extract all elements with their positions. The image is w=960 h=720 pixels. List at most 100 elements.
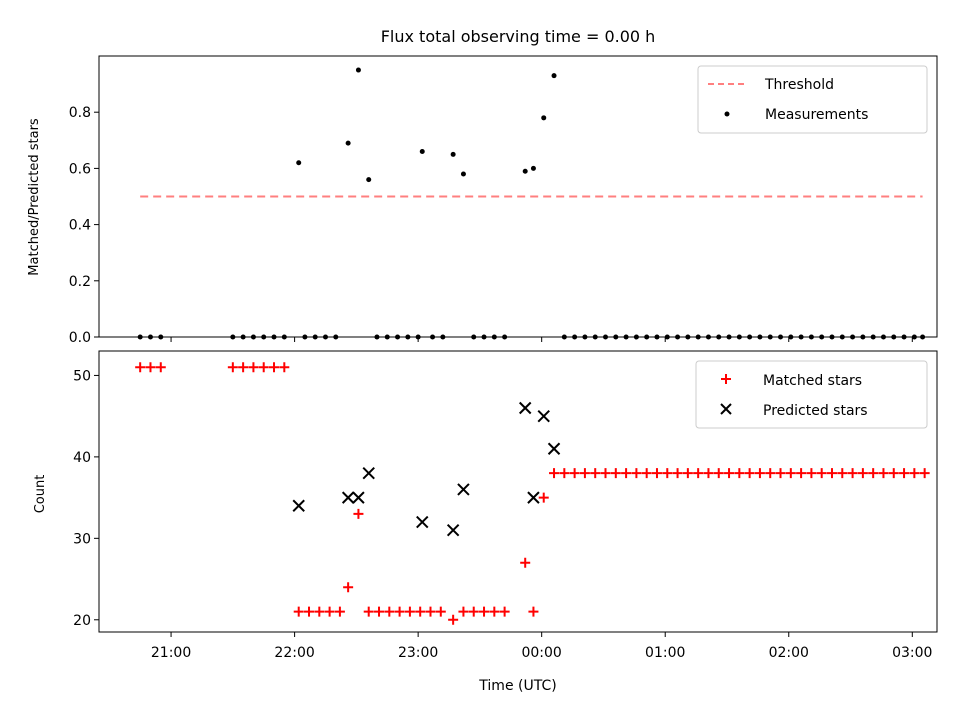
top-y-tick-label: 0.8 — [69, 105, 91, 121]
matched-stars-point — [600, 468, 611, 479]
matched-stars-point — [425, 606, 436, 617]
predicted-stars-point — [341, 491, 355, 504]
matched-stars-point — [806, 468, 817, 479]
matched-stars-point — [448, 614, 459, 625]
bottom-y-tick-label: 20 — [73, 613, 91, 629]
matched-stars-point — [155, 362, 166, 373]
measurement-point — [551, 73, 557, 79]
predicted-stars-point — [518, 401, 532, 415]
matched-stars-point — [538, 492, 549, 503]
matched-stars-point — [837, 468, 848, 479]
matched-stars-point — [888, 468, 899, 479]
matched-stars-point — [269, 362, 280, 373]
bottom-x-tick-label: 21:00 — [151, 645, 191, 661]
bottom-axes-layer: 20 30 40 50 21:00 22:00 23:00 00:00 01:00 02:00 03… — [73, 368, 932, 661]
matched-stars-point — [415, 606, 426, 617]
matched-stars-point — [713, 468, 724, 479]
bottom-plot-marks — [135, 362, 930, 625]
matched-stars-point — [724, 468, 735, 479]
measurement-point — [541, 115, 547, 121]
top-y-tick-label: 0.2 — [69, 274, 91, 290]
matched-stars-point — [621, 468, 632, 479]
matched-stars-point — [590, 468, 601, 479]
matched-stars-point — [919, 468, 930, 479]
matched-stars-point — [324, 606, 335, 617]
matched-stars-point — [816, 468, 827, 479]
matched-stars-point — [847, 468, 858, 479]
matched-stars-point — [374, 606, 385, 617]
matched-stars-point — [528, 606, 539, 617]
threshold-legend-label: Threshold — [764, 77, 834, 93]
top-legend: Threshold Measurements — [697, 65, 928, 134]
predicted-stars-point — [352, 491, 365, 504]
top-y-tick-label: 0.4 — [69, 218, 91, 234]
bottom-x-tick-label: 01:00 — [645, 645, 685, 661]
bottom-y-tick-label: 30 — [73, 531, 91, 547]
top-y-axis-label: Matched/Predicted stars — [27, 118, 42, 276]
matched-stars-point — [314, 606, 325, 617]
matched-stars-point — [909, 468, 920, 479]
matched-stars-point — [868, 468, 879, 479]
predicted-stars-point — [547, 442, 561, 455]
matched-stars-point — [394, 606, 405, 617]
bottom-x-tick-label: 22:00 — [274, 645, 314, 661]
matched-stars-point — [765, 468, 776, 479]
bottom-legend: Matched stars Predicted stars — [695, 360, 928, 429]
matched-stars-point — [304, 606, 315, 617]
matched-stars-point — [353, 508, 364, 519]
measurement-point — [366, 177, 372, 183]
matched-stars-point — [785, 468, 796, 479]
bottom-x-tick-label: 23:00 — [398, 645, 438, 661]
top-panel: Flux total observing time = 0.00 h Match… — [27, 27, 938, 346]
measurement-point — [450, 151, 456, 157]
top-y-tick-label: 0.0 — [69, 330, 91, 346]
bottom-x-tick-label: 00:00 — [521, 645, 561, 661]
matched-stars-point — [293, 606, 304, 617]
matched-stars-point — [334, 606, 345, 617]
matched-stars-point — [404, 606, 415, 617]
bottom-panel: Count Time (UTC) 20 30 40 50 21:00 22:00 23:00… — [33, 350, 938, 694]
matched-stars-point — [754, 468, 765, 479]
top-y-tick-label: 0.6 — [69, 161, 91, 177]
bottom-plot-frame — [98, 350, 938, 633]
measurement-point — [296, 160, 302, 166]
matched-stars-point — [693, 468, 704, 479]
matched-stars-point — [579, 468, 590, 479]
matched-stars-point — [458, 606, 469, 617]
predicted-stars-point — [446, 523, 460, 537]
matched-stars-point — [384, 606, 395, 617]
matched-stars-point — [489, 606, 500, 617]
matched-stars-point — [227, 362, 238, 373]
top-plot-frame — [98, 55, 938, 338]
predicted-stars-point — [362, 466, 375, 480]
matched-stars-point — [651, 468, 662, 479]
predicted-stars-point — [527, 491, 540, 504]
matched-stars-point — [468, 606, 479, 617]
matched-stars-point — [248, 362, 259, 373]
matched-stars-point — [279, 362, 290, 373]
matched-stars-point — [682, 468, 693, 479]
matched-stars-point — [775, 468, 786, 479]
matched-stars-point — [569, 468, 580, 479]
matched-stars-point — [520, 557, 531, 568]
matched-stars-point — [672, 468, 683, 479]
measurements-legend-label: Measurements — [765, 107, 868, 123]
matched-stars-point — [662, 468, 673, 479]
matched-stars-point — [363, 606, 374, 617]
bottom-x-tick-label: 03:00 — [892, 645, 932, 661]
top-axes-layer: 0.0 0.2 0.4 0.6 0.8 — [69, 105, 913, 346]
measurement-point — [530, 165, 536, 171]
matched-legend-swatch — [721, 374, 731, 384]
matched-stars-point — [238, 362, 249, 373]
bottom-legend-box — [695, 360, 928, 429]
matched-stars-point — [343, 582, 354, 593]
measurement-point — [460, 171, 466, 177]
measurements-legend-swatch — [724, 111, 730, 117]
matched-stars-point — [479, 606, 490, 617]
bottom-x-tick-label: 02:00 — [769, 645, 809, 661]
matched-stars-point — [734, 468, 745, 479]
matched-legend-label: Matched stars — [763, 373, 862, 389]
bottom-y-tick-label: 40 — [73, 450, 91, 466]
top-chart-title: Flux total observing time = 0.00 h — [381, 27, 656, 46]
